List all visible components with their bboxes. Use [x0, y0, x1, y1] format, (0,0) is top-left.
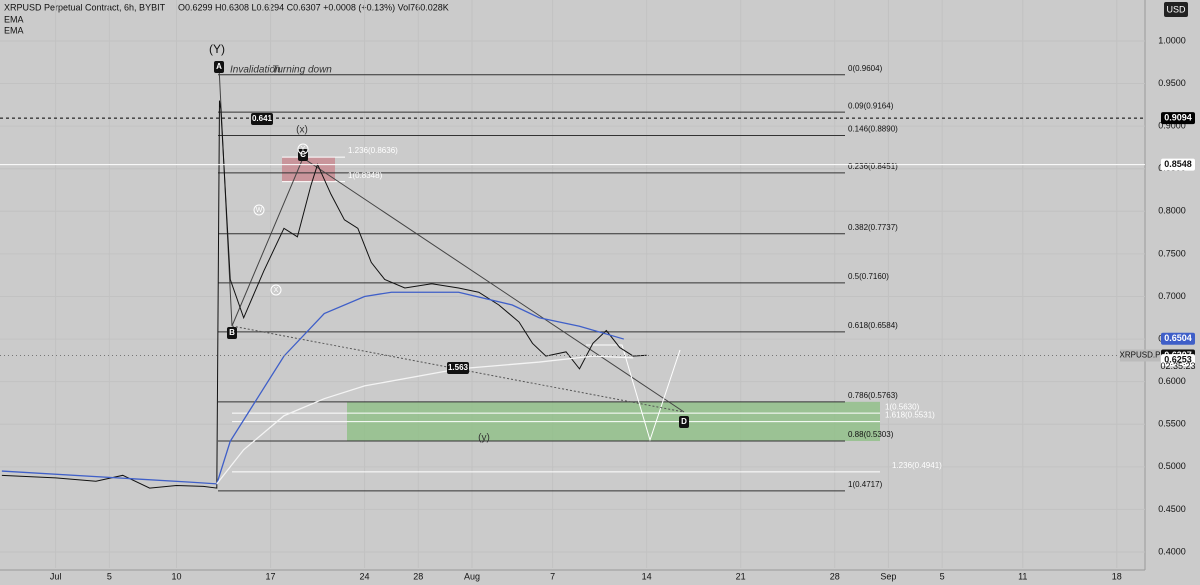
label-box [447, 362, 469, 374]
x-tick-label: 28 [413, 571, 423, 581]
wave-label: A [216, 62, 222, 71]
y-tick-label: 0.5000 [1158, 461, 1186, 471]
y-tick-label: 0.5500 [1158, 419, 1186, 429]
wave-circle [253, 204, 265, 216]
fib-label: 0.88(0.5303) [848, 430, 894, 439]
dotted-line [231, 325, 685, 413]
fib-label: 0.236(0.8451) [848, 162, 898, 171]
price-label-box [1161, 354, 1195, 367]
price-label: 0.6253 [1164, 354, 1192, 364]
fib-label: 0.09(0.9164) [848, 101, 894, 110]
price-label: 0.6504 [1164, 333, 1192, 343]
price-label-box [1161, 332, 1195, 345]
x-tick-label: Jul [50, 571, 62, 581]
label-box [227, 327, 237, 339]
fib-label: 0.618(0.6584) [848, 321, 898, 330]
x-tick-label: 18 [1112, 571, 1122, 581]
y-tick-label: 0.4500 [1158, 504, 1186, 514]
price-line [1, 291, 624, 485]
y-tick-label: 0.6000 [1158, 376, 1186, 386]
target-label: 1(0.8348) [348, 171, 383, 180]
price-label: 0.8548 [1164, 159, 1192, 169]
annotation: Turning down [272, 65, 332, 76]
fib-label: 0.786(0.5763) [848, 391, 898, 400]
label-box [251, 113, 273, 125]
y-tick-label: 0.7000 [1158, 291, 1186, 301]
fib-label: 0.5(0.7160) [848, 272, 889, 281]
countdown: 02:35:23 [1160, 361, 1195, 371]
label-box [298, 149, 308, 161]
price-line [1, 100, 647, 489]
price-line [216, 355, 634, 485]
annotation: (y) [478, 433, 490, 444]
wave-label: X [274, 287, 279, 294]
x-tick-label: 17 [266, 571, 276, 581]
target-label: 1.236(0.4941) [892, 461, 942, 470]
symbol-label: XRPUSD.P [1120, 351, 1161, 360]
wave-label: Y [301, 146, 306, 153]
x-tick-label: 5 [940, 571, 945, 581]
symbol-box [1120, 349, 1160, 362]
wave-label: D [681, 417, 687, 426]
x-tick-label: 24 [360, 571, 370, 581]
y-tick-label: 0.9000 [1158, 121, 1186, 131]
y-tick-label: 0.7500 [1158, 248, 1186, 258]
invalidation-zone [282, 157, 335, 182]
wave-label: 1.563 [448, 363, 469, 372]
fib-label: 1(0.4717) [848, 480, 883, 489]
x-tick-label: 28 [830, 571, 840, 581]
wave-circle [270, 284, 282, 296]
annotation: (Y) [209, 42, 225, 56]
price-label-box [1161, 112, 1195, 125]
wave-circle [297, 143, 309, 155]
x-tick-label: 11 [1018, 571, 1027, 581]
label-box [679, 416, 689, 428]
target-label: 1.618(0.5531) [885, 411, 935, 420]
wave-label: 0.641 [252, 114, 273, 123]
x-tick-label: 21 [736, 571, 746, 581]
ohlc: O0.6299 H0.6308 L0.6294 C0.6307 +0.0008 … [178, 2, 449, 12]
wave-label: B [229, 328, 235, 337]
target-label: 1(0.5630) [885, 402, 920, 411]
price-label-box [1161, 158, 1195, 171]
y-tick-label: 0.9500 [1158, 78, 1186, 88]
indicator: EMA [4, 14, 24, 24]
label-box [214, 61, 224, 73]
wave-label: C [300, 150, 306, 159]
y-tick-label: 1.0000 [1158, 35, 1186, 45]
x-tick-label: Aug [464, 571, 480, 581]
fib-label: 0(0.9604) [848, 64, 883, 73]
annotation: (x) [296, 125, 308, 136]
indicator: EMA [4, 25, 24, 35]
wave-label: W [256, 207, 263, 214]
x-tick-label: 14 [642, 571, 652, 581]
x-tick-label: 5 [107, 571, 112, 581]
annotation: Invalidation [230, 65, 281, 76]
currency-box[interactable] [1164, 2, 1188, 17]
x-tick-label: 7 [550, 571, 555, 581]
x-tick-label: Sep [880, 571, 896, 581]
projection-path [586, 344, 681, 442]
x-tick-label: 10 [171, 571, 181, 581]
y-tick-label: 0.4000 [1158, 546, 1186, 556]
symbol: XRPUSD Perpetual Contract, 6h, BYBIT [4, 2, 166, 12]
y-tick-label: 0.8000 [1158, 206, 1186, 216]
currency[interactable]: USD [1166, 4, 1186, 14]
fib-label: 0.382(0.7737) [848, 223, 898, 232]
fib-label: 0.146(0.8890) [848, 125, 898, 134]
price-label: 0.9094 [1164, 113, 1192, 123]
target-label: 1.236(0.8636) [348, 146, 398, 155]
